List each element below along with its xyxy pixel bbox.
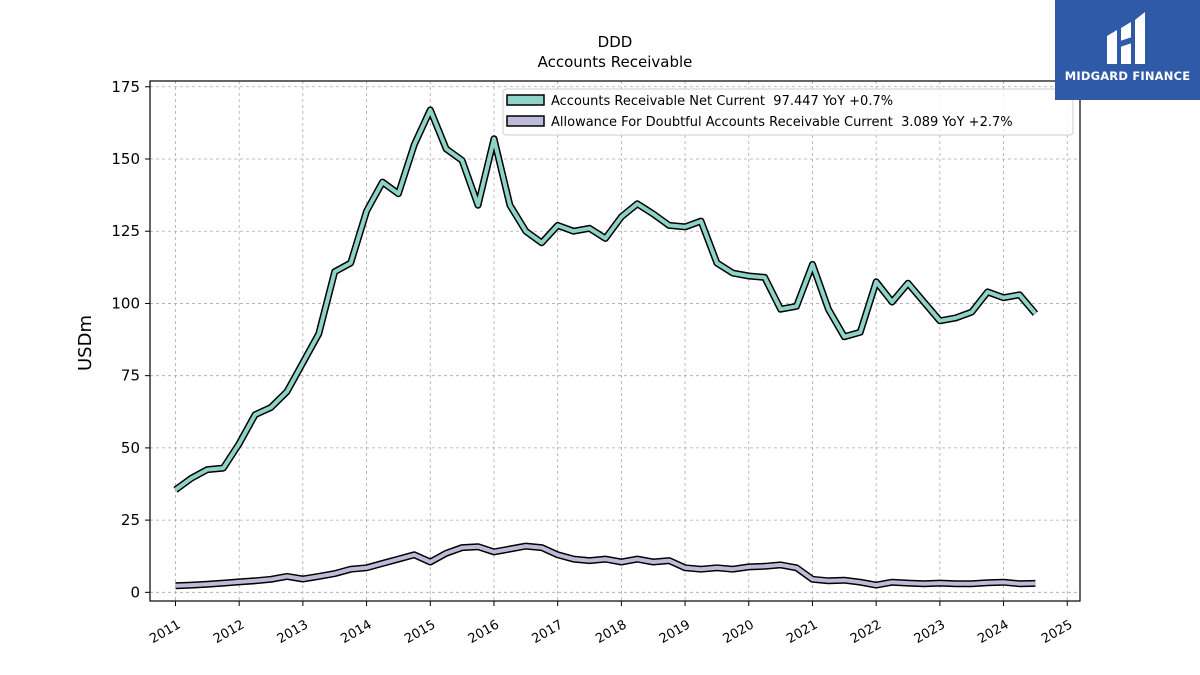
x-tick-label: 2011 — [147, 617, 183, 647]
x-tick-label: 2012 — [211, 617, 247, 647]
x-tick-label: 2014 — [338, 617, 374, 647]
brand-logo: MIDGARD FINANCE — [1055, 0, 1200, 100]
series-1-outline — [173, 106, 1039, 493]
y-axis-ticks: 0 25 50 75 100 125 150 175 — [111, 78, 150, 601]
x-tick-label: 2023 — [912, 617, 948, 647]
plot-frame — [149, 80, 1081, 602]
legend-label-series-1: Accounts Receivable Net Current 97.447 Y… — [551, 94, 893, 109]
series-1-line — [174, 107, 1037, 492]
x-tick-label: 2025 — [1039, 617, 1075, 647]
y-tick-label: 100 — [111, 294, 140, 312]
y-tick-label: 50 — [121, 439, 140, 457]
logo-text: MIDGARD FINANCE — [1064, 69, 1191, 83]
x-tick-label: 2020 — [721, 617, 757, 647]
y-tick-label: 150 — [111, 150, 140, 168]
midgard-logo-icon — [1107, 12, 1145, 64]
legend-swatch-series-1 — [506, 94, 545, 106]
x-tick-label: 2017 — [530, 617, 566, 647]
series-layer — [173, 106, 1039, 590]
legend-label-series-2: Allowance For Doubtful Accounts Receivab… — [551, 115, 1013, 130]
legend-swatch-series-2 — [506, 115, 545, 127]
y-tick-label: 125 — [111, 222, 140, 240]
legend: Accounts Receivable Net Current 97.447 Y… — [502, 88, 1074, 136]
legend-frame — [502, 88, 1074, 136]
y-tick-label: 25 — [121, 511, 140, 529]
x-tick-label: 2013 — [275, 617, 311, 647]
series-2-line — [175, 544, 1036, 588]
x-tick-label: 2021 — [784, 617, 820, 647]
y-tick-label: 0 — [130, 583, 140, 601]
y-axis-label: USDm — [75, 315, 96, 371]
y-tick-label: 175 — [111, 78, 140, 96]
x-axis-ticks: 2011 2012 2013 2014 2015 2016 2017 2018 2019 2020… — [147, 601, 1075, 647]
x-tick-label: 2019 — [657, 617, 693, 647]
x-tick-label: 2016 — [466, 617, 502, 647]
x-tick-label: 2024 — [975, 617, 1011, 647]
chart-title: Accounts Receivable — [538, 53, 693, 71]
chart-ticker: DDD — [598, 33, 633, 51]
x-tick-label: 2022 — [848, 617, 884, 647]
x-tick-label: 2015 — [402, 617, 438, 647]
grid — [150, 81, 1080, 601]
x-tick-label: 2018 — [593, 617, 629, 647]
y-tick-label: 75 — [121, 367, 140, 385]
